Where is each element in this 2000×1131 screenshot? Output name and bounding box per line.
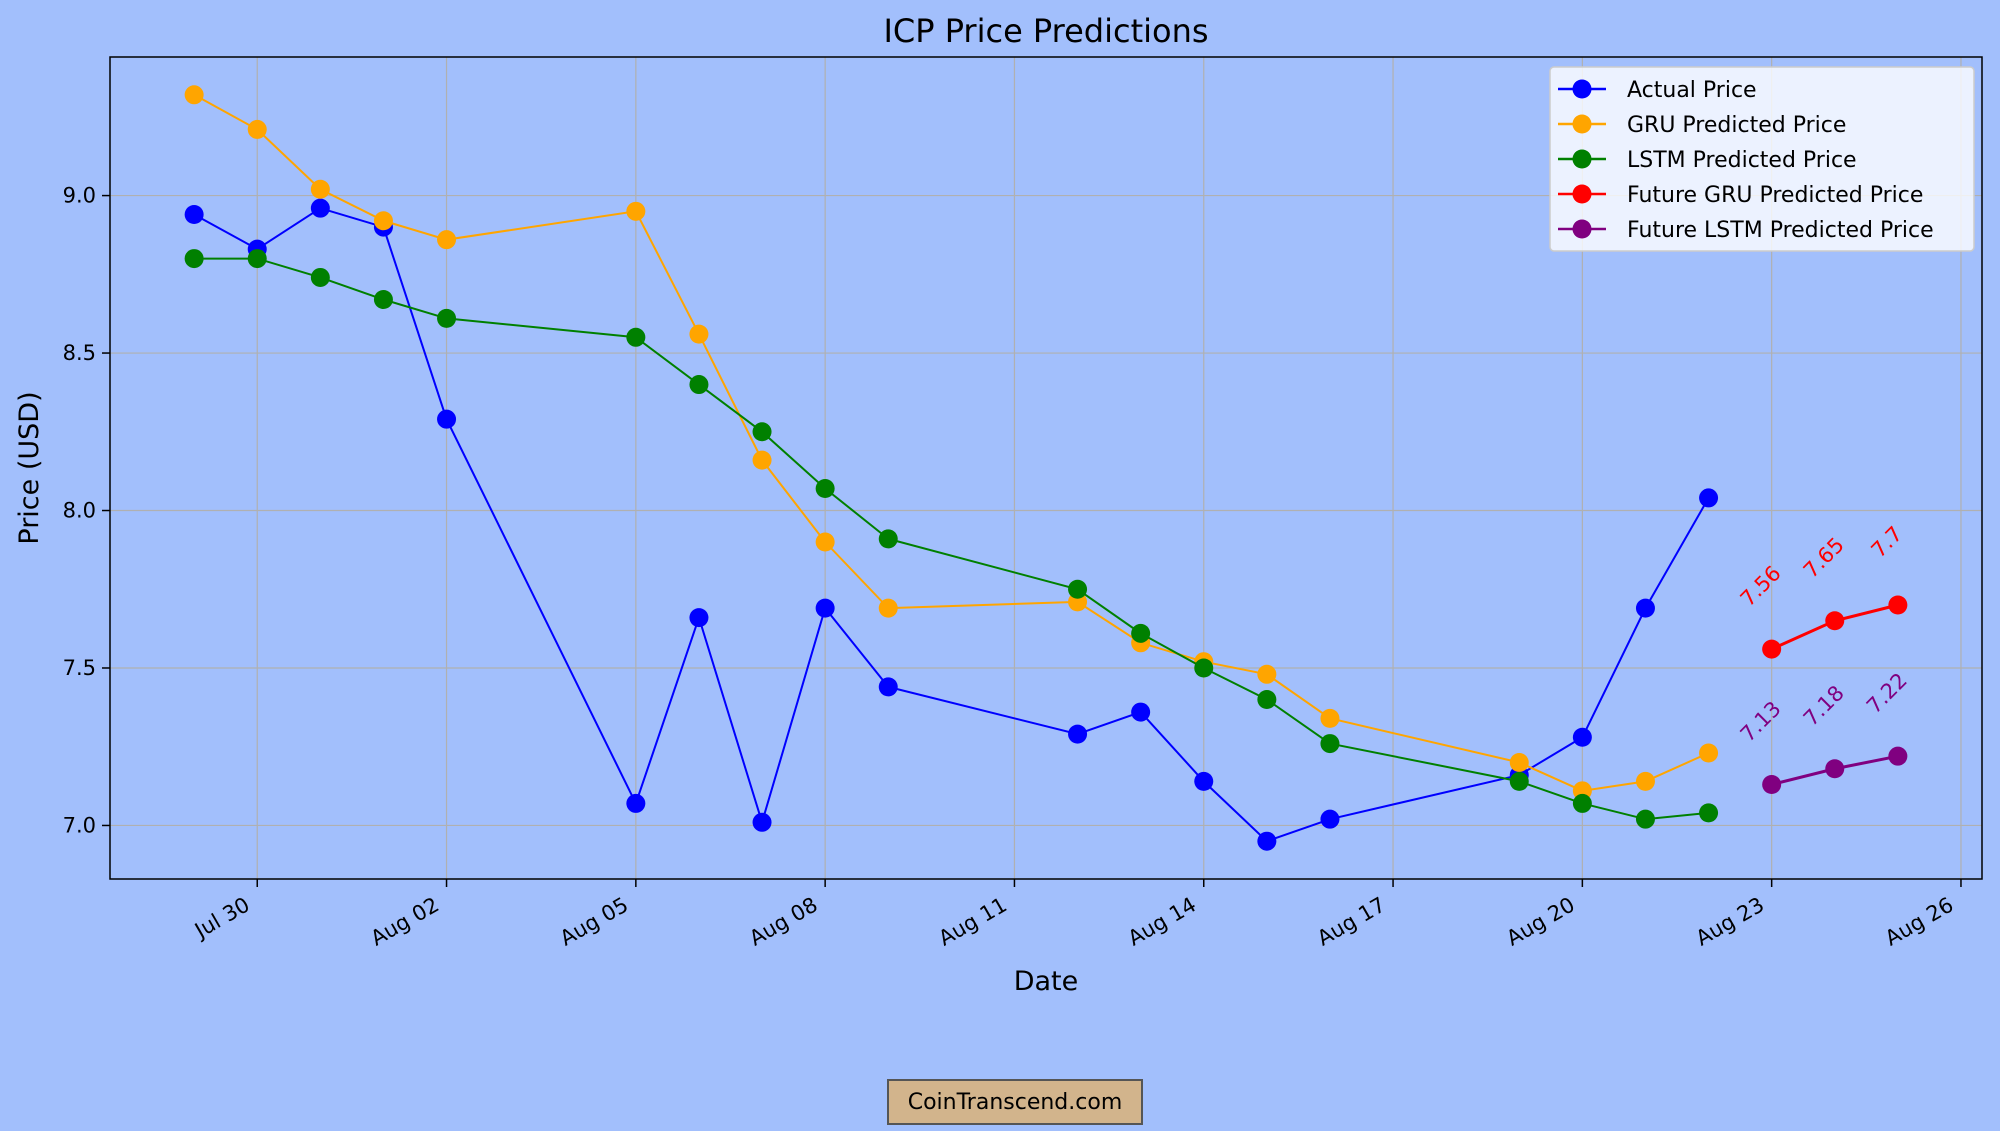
actual-price-point — [1257, 831, 1277, 851]
actual-price-point — [815, 598, 835, 618]
gru-predicted-price-point — [184, 85, 204, 105]
y-axis-label: Price (USD) — [14, 391, 45, 544]
actual-price-point — [1194, 771, 1214, 791]
y-tick-label: 7.0 — [63, 813, 96, 837]
actual-price-point — [184, 204, 204, 224]
lstm-predicted-price-point — [689, 375, 709, 395]
lstm-predicted-price-point — [1194, 658, 1214, 678]
legend-label-future-lstm-predicted-price: Future LSTM Predicted Price — [1627, 218, 1934, 243]
lstm-predicted-price-point — [815, 478, 835, 498]
gru-predicted-price-point — [752, 450, 772, 470]
future-gru-predicted-price-point — [1888, 595, 1908, 615]
y-tick-label: 8.5 — [63, 341, 96, 365]
legend-label-actual-price: Actual Price — [1627, 78, 1757, 103]
gru-predicted-price-point — [1509, 752, 1529, 772]
gru-predicted-price-point — [437, 230, 457, 250]
lstm-predicted-price-point — [1131, 623, 1151, 643]
legend-label-future-gru-predicted-price: Future GRU Predicted Price — [1627, 183, 1923, 208]
future-lstm-predicted-price-point — [1888, 746, 1908, 766]
gru-predicted-price-point — [1257, 664, 1277, 684]
lstm-predicted-price-point — [310, 267, 330, 287]
lstm-predicted-price-point — [184, 249, 204, 269]
gru-predicted-price-point — [878, 598, 898, 618]
actual-price-point — [626, 793, 646, 813]
actual-price-point — [437, 409, 457, 429]
y-tick-label: 7.5 — [63, 656, 96, 680]
lstm-predicted-price-point — [1257, 689, 1277, 709]
plot-frame — [109, 56, 1983, 880]
actual-price-point — [878, 677, 898, 697]
future-gru-predicted-price-point — [1825, 611, 1845, 631]
lstm-predicted-price-point — [626, 327, 646, 347]
gru-predicted-price-point — [1320, 708, 1340, 728]
lstm-predicted-price-point — [1320, 734, 1340, 754]
watermark: CoinTranscend.com — [887, 1079, 1143, 1125]
actual-price-point — [1068, 724, 1088, 744]
gru-predicted-price-point — [1699, 743, 1719, 763]
legend-marker-actual-price — [1572, 79, 1592, 99]
lstm-predicted-price-point — [1635, 809, 1655, 829]
actual-price-point — [1131, 702, 1151, 722]
actual-price-point — [752, 812, 772, 832]
actual-price-point — [1699, 488, 1719, 508]
future-lstm-predicted-price-point — [1825, 759, 1845, 779]
legend-label-gru-predicted-price: GRU Predicted Price — [1627, 113, 1846, 138]
gru-predicted-price-point — [373, 211, 393, 231]
lstm-predicted-price-point — [752, 422, 772, 442]
lstm-predicted-price-point — [247, 249, 267, 269]
legend-marker-lstm-predicted-price — [1572, 149, 1592, 169]
legend-box — [1549, 66, 1975, 252]
actual-price-point — [1572, 727, 1592, 747]
lstm-predicted-price-point — [1068, 579, 1088, 599]
y-tick-label: 8.0 — [63, 499, 96, 523]
legend-marker-future-lstm-predicted-price — [1572, 219, 1592, 239]
actual-price-point — [310, 198, 330, 218]
legend-marker-future-gru-predicted-price — [1572, 184, 1592, 204]
lstm-predicted-price-point — [1699, 803, 1719, 823]
lstm-predicted-price-point — [373, 290, 393, 310]
gru-predicted-price-point — [689, 324, 709, 344]
future-gru-predicted-price-point — [1762, 639, 1782, 659]
lstm-predicted-price-point — [437, 308, 457, 328]
chart-title: ICP Price Predictions — [883, 12, 1208, 50]
gru-predicted-price-point — [1635, 771, 1655, 791]
future-lstm-predicted-price-point — [1762, 775, 1782, 795]
gru-predicted-price-point — [626, 201, 646, 221]
actual-price-point — [1320, 809, 1340, 829]
lstm-predicted-price-point — [1509, 771, 1529, 791]
legend-label-lstm-predicted-price: LSTM Predicted Price — [1627, 148, 1857, 173]
gru-predicted-price-point — [310, 179, 330, 199]
actual-price-point — [689, 608, 709, 628]
series-layer — [184, 85, 1908, 851]
lstm-predicted-price-point — [1572, 793, 1592, 813]
y-tick-label: 9.0 — [63, 184, 96, 208]
gru-predicted-price-point — [815, 532, 835, 552]
legend-marker-gru-predicted-price — [1572, 114, 1592, 134]
gru-predicted-price-point — [247, 119, 267, 139]
x-axis-label: Date — [1014, 966, 1079, 997]
actual-price-point — [1635, 598, 1655, 618]
legend: Actual Price GRU Predicted Price LSTM Pred… — [1549, 66, 1975, 252]
lstm-predicted-price-point — [878, 529, 898, 549]
